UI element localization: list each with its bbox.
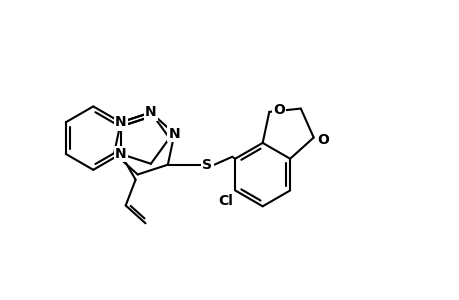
Text: S: S	[202, 158, 212, 172]
Text: O: O	[317, 133, 329, 146]
Text: N: N	[115, 147, 126, 161]
Text: Cl: Cl	[218, 194, 233, 208]
Text: O: O	[273, 103, 285, 117]
Text: N: N	[145, 106, 157, 119]
Text: N: N	[168, 127, 180, 141]
Text: N: N	[115, 115, 126, 129]
